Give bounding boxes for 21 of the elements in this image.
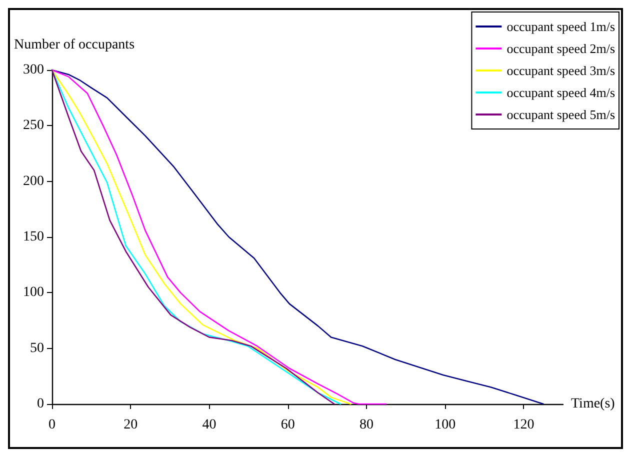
y-tick-label: 50 <box>30 340 44 356</box>
y-axis-title: Number of occupants <box>14 38 135 52</box>
x-tick-label: 80 <box>359 418 374 432</box>
x-tick-label: 0 <box>48 418 56 432</box>
legend-label: occupant speed 4m/s <box>506 85 616 100</box>
x-tick-label: 20 <box>124 418 138 432</box>
legend-label: occupant speed 3m/s <box>506 63 616 78</box>
x-tick-label: 60 <box>280 418 295 432</box>
y-tick-label: 100 <box>23 285 44 300</box>
y-tick-label: 200 <box>23 174 44 189</box>
legend-label: occupant speed 5m/s <box>506 107 616 122</box>
x-tick-label: 100 <box>434 418 456 432</box>
x-axis-title: Time(s) <box>571 396 616 412</box>
y-tick-label: 0 <box>37 396 44 412</box>
x-tick-label: 120 <box>513 418 534 432</box>
x-tick-label: 40 <box>202 418 216 432</box>
legend-label: occupant speed 1m/s <box>506 19 616 34</box>
y-tick-label: 250 <box>23 118 44 134</box>
y-tick-label: 300 <box>23 62 44 78</box>
y-tick-label: 150 <box>23 230 44 244</box>
legend-label: occupant speed 2m/s <box>506 41 616 56</box>
